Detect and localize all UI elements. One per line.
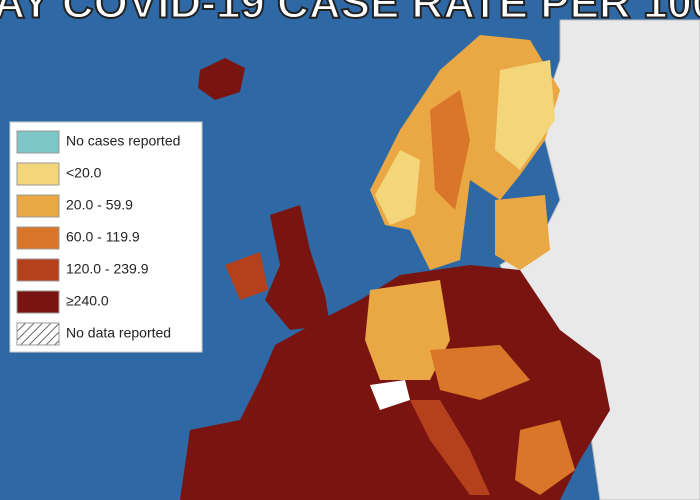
switzerland — [370, 380, 410, 410]
baltics — [495, 195, 550, 270]
legend-swatch — [16, 162, 60, 186]
legend-label: 120.0 - 239.9 — [66, 261, 149, 277]
legend-swatch — [16, 290, 60, 314]
sweden-central — [430, 90, 470, 210]
greece — [515, 420, 575, 495]
finland — [495, 60, 555, 170]
legend-label: <20.0 — [66, 165, 102, 181]
title: 14-DAY COVID-19 CASE RATE PER 100,000 — [0, 0, 700, 28]
legend-swatch — [16, 258, 60, 282]
norway-south — [375, 150, 420, 225]
germany — [365, 280, 450, 380]
italy — [410, 400, 490, 495]
legend: No cases reported <20.0 20.0 - 59.9 60.0 - … — [9, 121, 203, 353]
legend-label: No cases reported — [66, 133, 180, 149]
legend-swatch — [16, 322, 60, 346]
ireland — [225, 252, 268, 300]
legend-swatch — [16, 130, 60, 154]
legend-label: 60.0 - 119.9 — [66, 229, 140, 245]
uk — [265, 205, 330, 330]
legend-swatch — [16, 226, 60, 250]
iceland — [198, 58, 245, 100]
legend-label: 20.0 - 59.9 — [66, 197, 133, 213]
central-europe — [430, 345, 530, 400]
legend-label: No data reported — [66, 325, 171, 341]
legend-label: ≥240.0 — [66, 293, 109, 309]
legend-swatch — [16, 194, 60, 218]
